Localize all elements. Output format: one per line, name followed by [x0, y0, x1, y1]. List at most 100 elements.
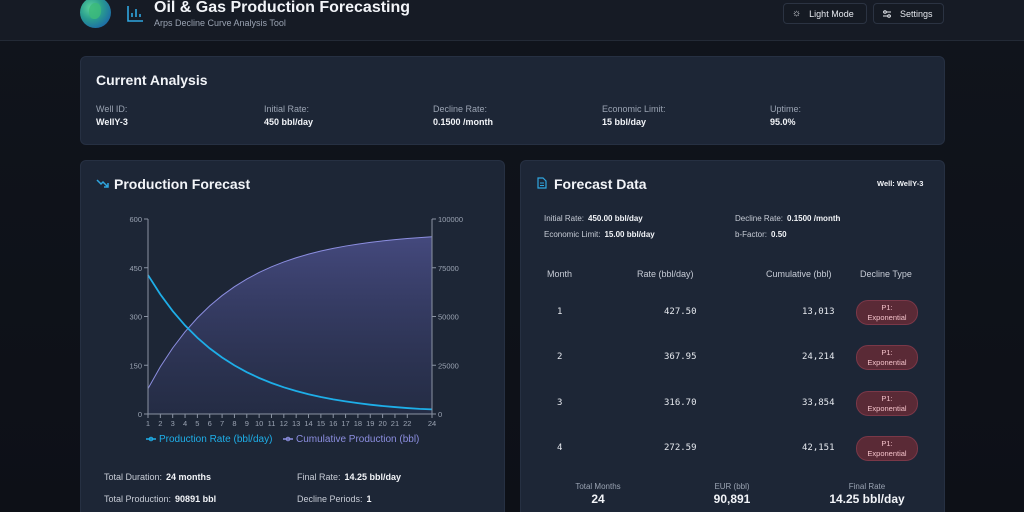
eur-value: 90,891	[713, 492, 751, 506]
x-tick-label: 15	[317, 419, 325, 428]
document-icon	[537, 177, 547, 189]
x-tick-label: 19	[366, 419, 374, 428]
sun-icon: ☼	[792, 8, 802, 19]
total-duration-label: Total Duration:	[104, 472, 163, 482]
final-rate-stat: Final Rate: 14.25 bbl/day	[297, 472, 401, 482]
badge-line: Exponential	[867, 449, 907, 458]
decline-periods-stat: Decline Periods: 1	[297, 494, 372, 504]
table-row-rate: 316.70	[664, 398, 697, 408]
x-tick-label: 9	[245, 419, 249, 428]
app-subtitle: Arps Decline Curve Analysis Tool	[154, 18, 286, 28]
x-tick-label: 17	[341, 419, 349, 428]
total-production-stat: Total Production: 90891 bbl	[104, 494, 216, 504]
x-tick-label: 21	[391, 419, 399, 428]
top-bar: Oil & Gas Production Forecasting Arps De…	[0, 0, 1024, 41]
total-duration-stat: Total Duration: 24 months	[104, 472, 211, 482]
app-title: Oil & Gas Production Forecasting	[154, 0, 411, 16]
settings-button[interactable]: Settings	[873, 3, 944, 24]
sliders-icon	[883, 9, 891, 18]
table-row-month: 2	[557, 352, 563, 362]
decline-type-badge: P1: Exponential	[856, 436, 918, 461]
total-months-label: Total Months	[575, 482, 621, 491]
x-tick-label: 5	[195, 419, 199, 428]
column-header-rate[interactable]: Rate (bbl/day)	[637, 269, 694, 279]
decline-rate-label: Decline Rate:	[433, 104, 488, 114]
column-header-cumulative[interactable]: Cumulative (bbl)	[766, 269, 832, 279]
legend-rate-marker	[148, 436, 154, 442]
badge-line: Exponential	[867, 358, 907, 367]
table-row-cumulative: 13,013	[802, 307, 835, 317]
y-left-tick-label: 150	[129, 361, 142, 370]
current-analysis-card	[80, 56, 945, 145]
total-duration-value: 24 months	[166, 472, 212, 482]
settings-label: Settings	[900, 8, 933, 19]
y-right-tick-label: 0	[438, 410, 442, 419]
eur-label: EUR (bbl)	[714, 482, 750, 491]
x-tick-label: 7	[220, 419, 224, 428]
well-id-value: WellY-3	[96, 117, 128, 127]
y-right-tick-label: 100000	[438, 215, 463, 224]
param-initial-rate: Initial Rate: 450.00 bbl/day	[544, 214, 643, 223]
table-row-rate: 272.59	[664, 443, 697, 453]
light-mode-label: Light Mode	[809, 8, 854, 19]
final-rate-value: 14.25 bbl/day	[344, 472, 402, 482]
well-id-label: Well ID:	[96, 104, 128, 114]
bar-chart-icon	[127, 6, 143, 22]
total-production-label: Total Production:	[104, 494, 172, 504]
cumulative-line	[147, 236, 433, 389]
y-left-tick-label: 0	[138, 410, 142, 419]
legend-cumulative-label: Cumulative Production (bbl)	[296, 434, 419, 445]
summary-final-rate-value: 14.25 bbl/day	[829, 492, 905, 506]
column-header-decline-type[interactable]: Decline Type	[860, 269, 912, 279]
forecast-data-title: Forecast Data	[554, 176, 647, 192]
column-header-month[interactable]: Month	[547, 269, 573, 279]
production-forecast-title: Production Forecast	[114, 176, 251, 192]
badge-line: P1:	[881, 303, 893, 312]
x-tick-label: 3	[171, 419, 175, 428]
badge-line: P1:	[881, 439, 893, 448]
x-tick-label: 2	[158, 419, 162, 428]
table-row-month: 4	[557, 443, 563, 453]
param-label: Economic Limit:	[544, 230, 601, 239]
y-left-tick-label: 600	[129, 215, 142, 224]
y-right-tick-label: 25000	[438, 361, 459, 370]
production-rate-line	[147, 274, 433, 411]
y-left-tick-label: 450	[129, 264, 142, 273]
decline-type-badge: P1: Exponential	[856, 391, 918, 416]
light-mode-button[interactable]: ☼ Light Mode	[783, 3, 867, 24]
y-left-tick-label: 300	[129, 313, 142, 322]
param-label: Decline Rate:	[735, 214, 784, 223]
total-months-value: 24	[591, 492, 605, 506]
decline-periods-label: Decline Periods:	[297, 494, 363, 504]
table-row-cumulative: 33,854	[802, 398, 835, 408]
x-tick-label: 1	[146, 419, 150, 428]
globe-logo-icon	[80, 0, 111, 28]
param-b-factor: b-Factor: 0.50	[735, 230, 787, 239]
badge-line: P1:	[881, 394, 893, 403]
x-tick-label: 10	[255, 419, 263, 428]
x-tick-label: 18	[354, 419, 362, 428]
table-row-cumulative: 42,151	[802, 443, 835, 453]
total-production-value: 90891 bbl	[175, 494, 217, 504]
trending-down-icon	[96, 179, 109, 188]
x-tick-label: 6	[208, 419, 212, 428]
decline-type-badge: P1: Exponential	[856, 300, 918, 325]
param-value: 450.00 bbl/day	[588, 214, 643, 223]
summary-final-rate-label: Final Rate	[848, 482, 886, 491]
x-tick-label: 13	[292, 419, 300, 428]
x-tick-label: 14	[304, 419, 312, 428]
economic-limit-value: 15 bbl/day	[602, 117, 647, 127]
y-right-tick-label: 50000	[438, 313, 459, 322]
badge-line: P1:	[881, 348, 893, 357]
x-tick-label: 20	[378, 419, 386, 428]
cumulative-area	[148, 236, 432, 414]
badge-line: Exponential	[867, 313, 907, 322]
x-tick-label: 22	[403, 419, 411, 428]
param-economic-limit: Economic Limit: 15.00 bbl/day	[544, 230, 655, 239]
y-right-tick-label: 75000	[438, 264, 459, 273]
table-row-rate: 367.95	[664, 352, 697, 362]
badge-line: Exponential	[867, 404, 907, 413]
param-value: 15.00 bbl/day	[604, 230, 655, 239]
decline-periods-value: 1	[366, 494, 372, 504]
uptime-value: 95.0%	[770, 117, 796, 127]
